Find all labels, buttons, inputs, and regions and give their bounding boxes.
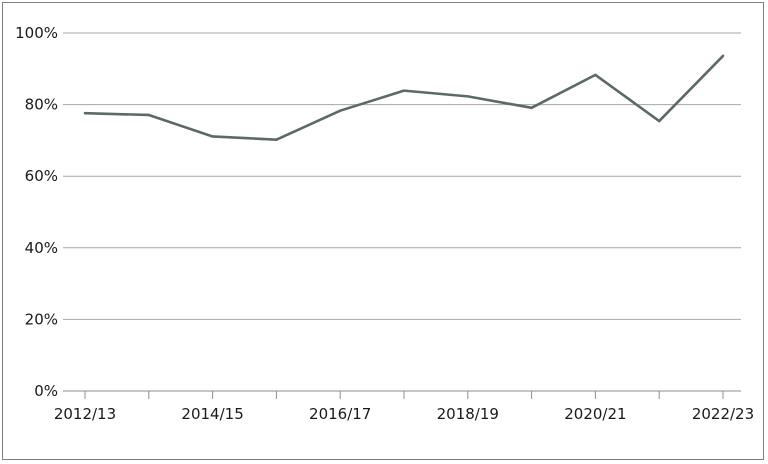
x-tick-label: 2014/15	[181, 405, 243, 423]
x-tick-label: 2020/21	[564, 405, 626, 423]
data-point	[466, 95, 469, 98]
data-point	[83, 111, 87, 115]
y-tick-label: 0%	[34, 382, 58, 400]
x-tick-label: 2016/17	[309, 405, 371, 423]
data-point	[402, 89, 406, 92]
data-point	[530, 106, 533, 110]
data-point	[147, 113, 150, 117]
y-tick-label: 40%	[25, 239, 58, 257]
series-line	[83, 54, 725, 141]
chart-frame	[2, 2, 764, 460]
y-tick-label: 60%	[25, 167, 58, 185]
data-point	[339, 109, 342, 112]
x-tick-label: 2012/13	[54, 405, 116, 423]
y-tick-label: 20%	[25, 310, 58, 328]
data-point	[594, 73, 597, 77]
data-point	[211, 135, 214, 138]
data-point	[658, 119, 661, 123]
data-point	[721, 54, 725, 58]
x-tick-label: 2022/23	[692, 405, 754, 423]
x-tick-label: 2018/19	[437, 405, 499, 423]
y-tick-label: 100%	[15, 24, 58, 42]
y-tick-label: 80%	[25, 96, 58, 114]
data-point	[275, 138, 278, 141]
